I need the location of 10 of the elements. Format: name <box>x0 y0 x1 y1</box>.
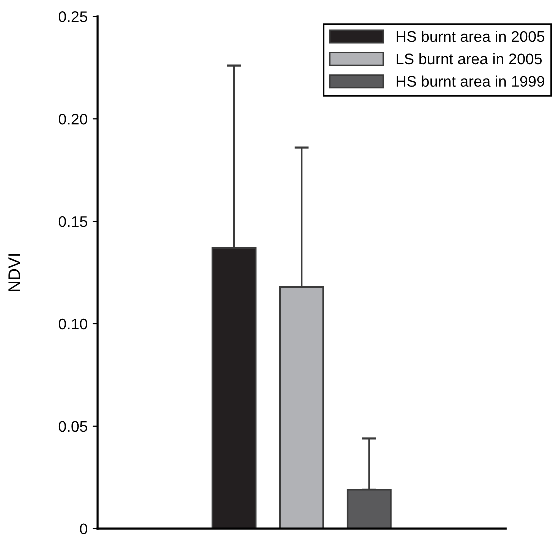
y-tick-label: 0 <box>80 524 88 535</box>
y-tick-label: 0.15 <box>58 216 88 228</box>
legend-label: LS burnt area in 2005 <box>396 53 542 65</box>
y-tick-label: 0.20 <box>58 114 88 125</box>
y-tick-label: 0.25 <box>58 12 88 22</box>
y-tick-label: 0.10 <box>58 318 88 330</box>
y-axis-title: NDVI <box>8 254 20 292</box>
y-tick-label: 0.05 <box>58 421 88 432</box>
legend-label: HS burnt area in 2005 <box>396 30 545 42</box>
legend-label: HS burnt area in 1999 <box>396 76 544 88</box>
